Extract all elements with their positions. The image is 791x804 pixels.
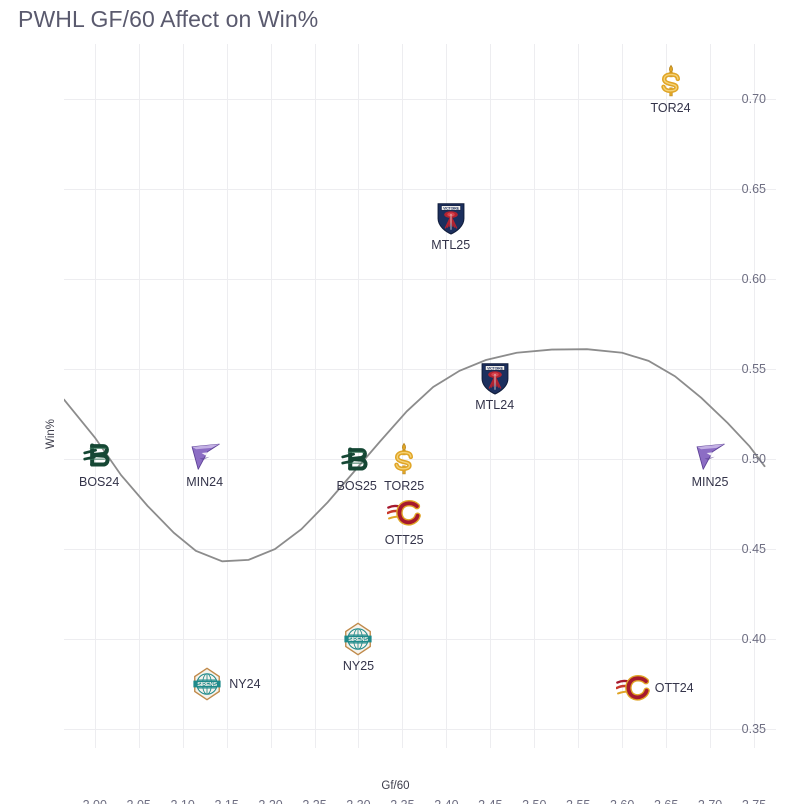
gridline-horizontal — [64, 98, 776, 100]
sceptres-logo — [387, 442, 421, 476]
data-point-label: NY24 — [229, 677, 261, 692]
gridline-horizontal — [64, 278, 776, 280]
gridline-vertical — [666, 44, 668, 748]
y-tick-label: 0.45 — [741, 542, 766, 557]
data-point-label: MIN25 — [691, 475, 729, 490]
gridline-vertical — [182, 44, 184, 748]
gridline-vertical — [710, 44, 712, 748]
gridline-vertical — [578, 44, 580, 748]
x-tick-label: 2.30 — [346, 798, 370, 804]
gridline-vertical — [622, 44, 624, 748]
y-tick-label: 0.35 — [741, 722, 766, 737]
x-tick-label: 2.60 — [610, 798, 634, 804]
gridline-vertical — [226, 44, 228, 748]
charge-logo — [386, 496, 422, 530]
data-point-label: MIN24 — [186, 475, 224, 490]
x-tick-label: 2.05 — [127, 798, 151, 804]
gridline-vertical — [446, 44, 448, 748]
gridline-horizontal — [64, 368, 776, 370]
charge-logo — [615, 671, 650, 705]
y-tick-label: 0.60 — [741, 271, 766, 286]
y-tick-label: 0.40 — [741, 632, 766, 647]
y-tick-label: 0.55 — [741, 361, 766, 376]
data-point-label: NY25 — [342, 659, 375, 674]
x-tick-label: 2.65 — [654, 798, 678, 804]
gridline-vertical — [490, 44, 492, 748]
gridline-vertical — [402, 44, 404, 748]
data-point-label: OTT25 — [384, 533, 424, 548]
x-tick-label: 2.35 — [390, 798, 414, 804]
gridline-vertical — [94, 44, 96, 748]
gridline-horizontal — [64, 188, 776, 190]
data-point-label: MTL25 — [431, 237, 471, 252]
gridline-vertical — [270, 44, 272, 748]
x-tick-label: 2.15 — [214, 798, 238, 804]
svg-text:SIRENS: SIRENS — [349, 637, 369, 643]
x-tick-label: 2.25 — [302, 798, 326, 804]
x-tick-label: 2.75 — [742, 798, 766, 804]
y-tick-label: 0.70 — [741, 91, 766, 106]
x-tick-label: 2.45 — [478, 798, 502, 804]
data-point-label: TOR24 — [650, 100, 691, 115]
sirens-logo: SIRENS — [341, 622, 375, 656]
data-point-label: OTT24 — [654, 680, 694, 695]
plot-area: TOR24 VICTOIRE MTL25 VICTOIRE MTL24 BOS24 MIN2… — [45, 44, 776, 804]
svg-text:SIRENS: SIRENS — [198, 682, 218, 688]
x-tick-label: 2.50 — [522, 798, 546, 804]
data-point-label: BOS25 — [336, 479, 377, 494]
gridline-horizontal — [64, 549, 776, 551]
data-point-label: BOS24 — [79, 475, 120, 490]
gridline-horizontal — [64, 639, 776, 641]
fleet-logo — [340, 442, 374, 476]
gridline-horizontal — [64, 729, 776, 731]
svg-text:VICTOIRE: VICTOIRE — [443, 206, 459, 210]
data-point-label: MTL24 — [475, 397, 515, 412]
gridline-vertical — [314, 44, 316, 748]
x-tick-label: 2.40 — [434, 798, 458, 804]
gridline-vertical — [534, 44, 536, 748]
x-tick-label: 2.55 — [566, 798, 590, 804]
x-tick-label: 2.20 — [258, 798, 282, 804]
frost-logo — [188, 438, 222, 472]
page-title: PWHL GF/60 Affect on Win% — [18, 6, 319, 32]
victoire-logo: VICTOIRE — [434, 201, 468, 235]
svg-text:VICTOIRE: VICTOIRE — [487, 366, 503, 370]
data-point-label: TOR25 — [384, 479, 425, 494]
trendline — [64, 348, 766, 563]
fleet-logo — [82, 438, 116, 472]
victoire-logo: VICTOIRE — [478, 361, 512, 395]
sceptres-logo — [654, 64, 688, 98]
x-tick-label: 2.10 — [170, 798, 194, 804]
x-tick-label: 2.70 — [698, 798, 722, 804]
sirens-logo: SIRENS — [190, 667, 224, 701]
frost-logo — [693, 438, 727, 472]
y-axis-label: Win% — [45, 418, 58, 450]
x-axis-label: Gf/60 — [381, 780, 410, 792]
x-tick-label: 2.00 — [83, 798, 107, 804]
gridline-vertical — [138, 44, 140, 748]
y-tick-label: 0.65 — [741, 181, 766, 196]
y-tick-label: 0.50 — [741, 452, 766, 467]
